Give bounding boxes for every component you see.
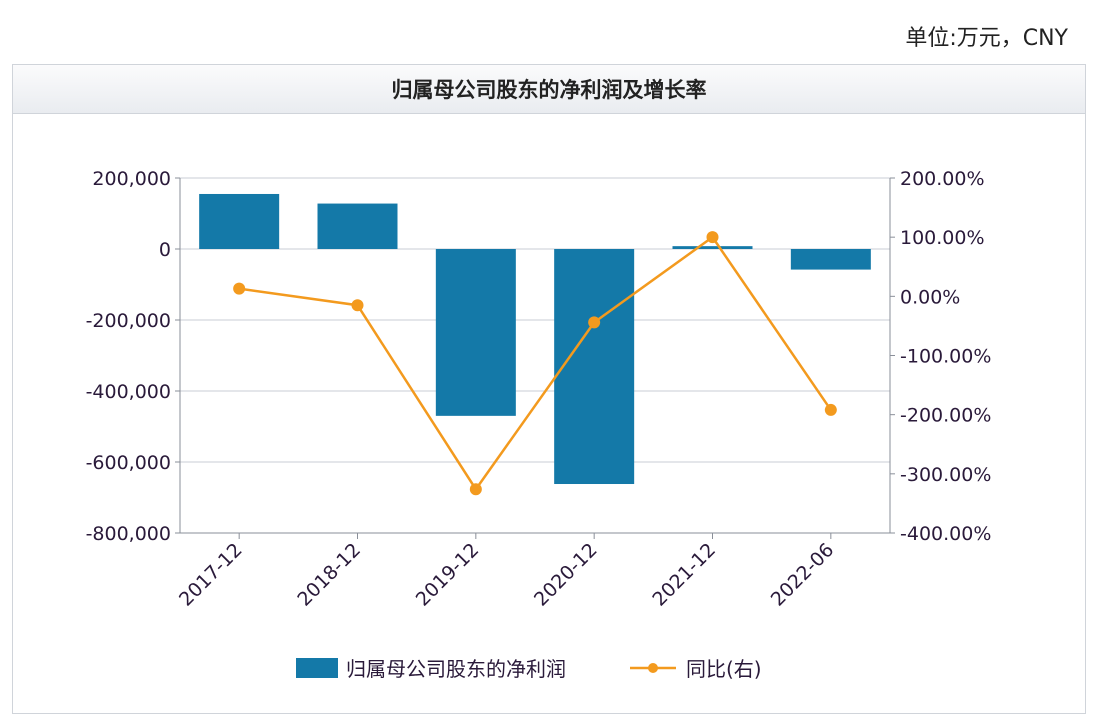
bar <box>790 249 871 270</box>
bar <box>672 246 753 249</box>
right-tick-label: -100.00% <box>900 346 991 368</box>
right-tick-label: 100.00% <box>900 227 985 249</box>
x-tick-label: 2018-12 <box>293 539 365 611</box>
right-tick-label: -300.00% <box>900 464 991 486</box>
growth-point <box>233 282 246 295</box>
legend-swatch-bars <box>296 658 338 678</box>
left-tick-label: -200,000 <box>86 310 171 332</box>
legend-label-bars: 归属母公司股东的净利润 <box>346 657 566 681</box>
left-tick-label: -600,000 <box>86 452 171 474</box>
right-tick-label: 200.00% <box>900 168 985 190</box>
bar <box>317 203 398 249</box>
growth-point <box>469 483 482 496</box>
growth-point <box>706 231 719 244</box>
right-tick-label: -400.00% <box>900 523 991 545</box>
chart-title: 归属母公司股东的净利润及增长率 <box>391 78 707 102</box>
x-tick-label: 2019-12 <box>412 539 484 611</box>
growth-line <box>238 235 832 492</box>
bar <box>554 249 635 485</box>
x-tick-label: 2022-06 <box>767 539 839 611</box>
right-tick-label: -200.00% <box>900 405 991 427</box>
chart-panel: 归属母公司股东的净利润及增长率 <box>12 64 1086 714</box>
growth-point <box>824 403 837 416</box>
growth-point <box>351 299 364 312</box>
left-tick-label: 200,000 <box>92 168 171 190</box>
left-tick-label: 0 <box>159 239 171 261</box>
legend-label-line: 同比(右) <box>686 657 762 681</box>
left-tick-label: -800,000 <box>86 523 171 545</box>
bar <box>435 249 516 416</box>
legend-swatch-marker <box>648 663 658 673</box>
x-tick-label: 2021-12 <box>648 539 720 611</box>
bar <box>199 193 280 249</box>
left-tick-label: -400,000 <box>86 381 171 403</box>
growth-point <box>588 316 601 329</box>
right-tick-label: 0.00% <box>900 286 960 308</box>
x-tick-label: 2017-12 <box>175 539 247 611</box>
chart-header: 归属母公司股东的净利润及增长率 <box>13 65 1085 114</box>
x-tick-label: 2020-12 <box>530 539 602 611</box>
unit-label: 单位:万元，CNY <box>905 26 1068 51</box>
